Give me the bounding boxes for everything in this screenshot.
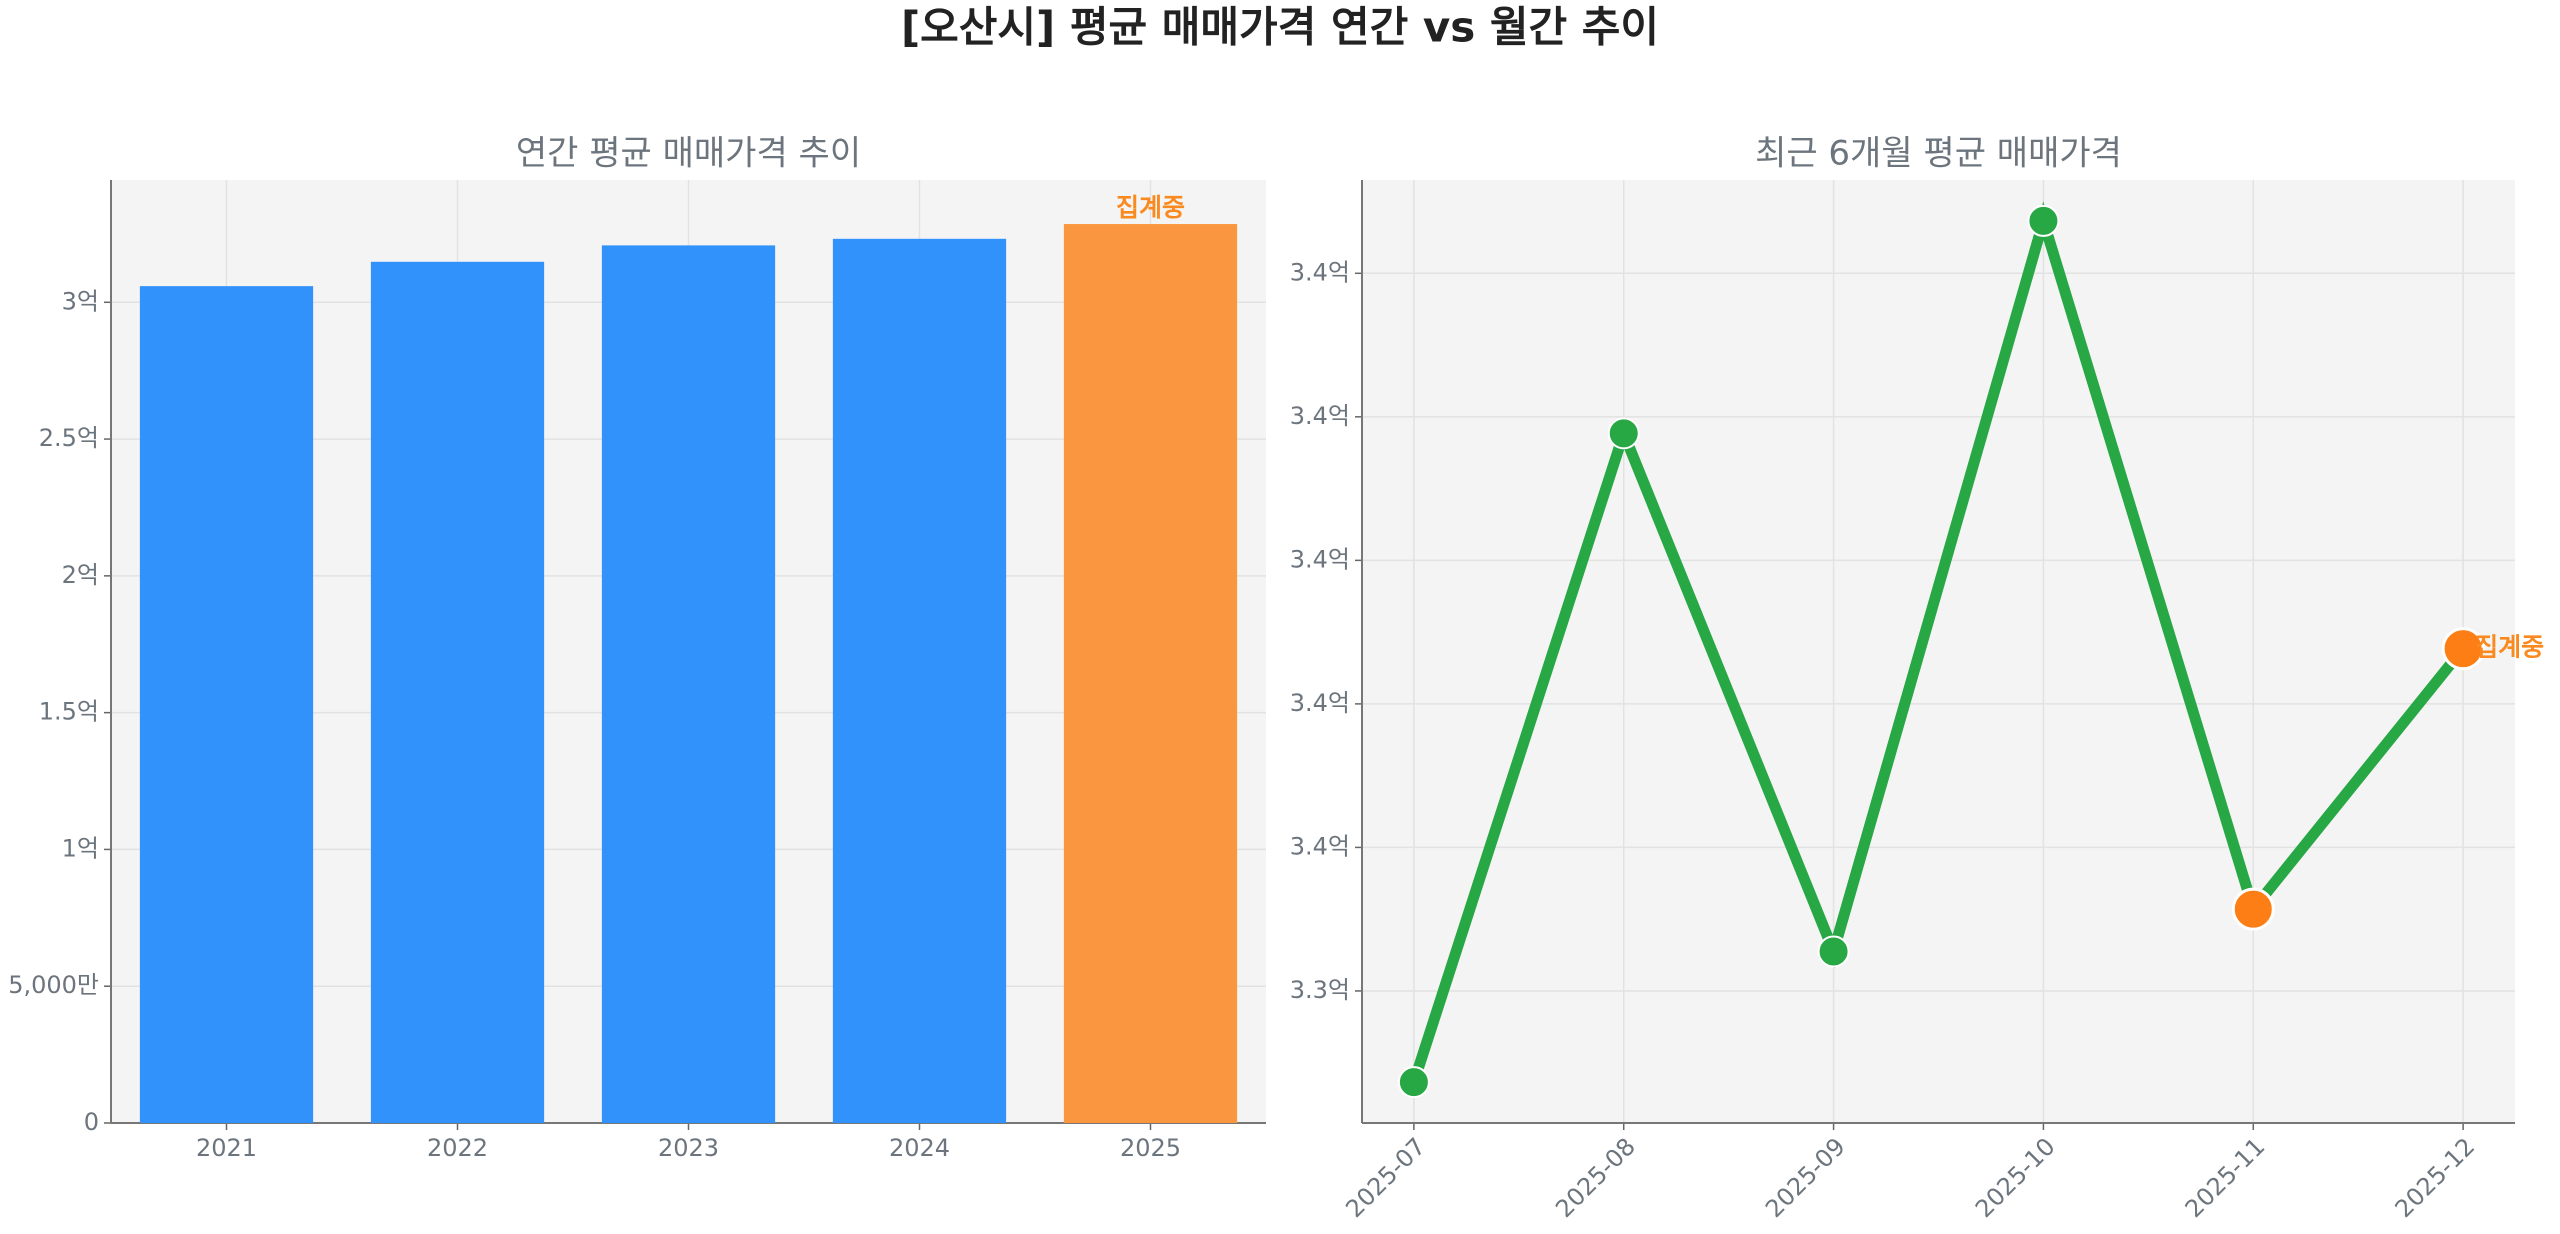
line bbox=[1408, 201, 2468, 1084]
marker bbox=[1607, 417, 1640, 450]
y-tick-label: 0 bbox=[84, 1108, 99, 1136]
x-tick-label: 2021 bbox=[196, 1134, 257, 1162]
y-tick-label: 3.4억 bbox=[1290, 545, 1350, 573]
x-tick-label: 2025-11 bbox=[2180, 1132, 2271, 1223]
x-tick-label: 2024 bbox=[889, 1134, 950, 1162]
bar bbox=[139, 286, 314, 1123]
x-tick-label: 2025-12 bbox=[2390, 1132, 2481, 1223]
y-tick-label: 1.5억 bbox=[39, 698, 99, 726]
x-tick-label: 2025-08 bbox=[1550, 1132, 1641, 1223]
x-tick-label: 2025-07 bbox=[1340, 1132, 1431, 1223]
annotation: 집계중 bbox=[2475, 633, 2544, 662]
x-tick-label: 2023 bbox=[658, 1134, 719, 1162]
y-tick-label: 1억 bbox=[62, 834, 99, 862]
marker bbox=[1397, 1066, 1430, 1099]
x-tick-label: 2025-09 bbox=[1760, 1132, 1851, 1223]
marker bbox=[1817, 935, 1850, 968]
marker bbox=[2027, 204, 2060, 237]
chart-title: 최근 6개월 평균 매매가격 bbox=[1755, 134, 2122, 174]
y-tick-label: 3.4억 bbox=[1290, 402, 1350, 430]
figure-title: [오산시] 평균 매매가격 연간 vs 월간 추이 bbox=[901, 3, 1659, 52]
marker bbox=[2231, 887, 2275, 931]
y-tick-label: 2억 bbox=[62, 561, 99, 589]
marker bbox=[2441, 627, 2485, 671]
chart-title: 연간 평균 매매가격 추이 bbox=[516, 134, 861, 174]
bar bbox=[1063, 224, 1238, 1123]
x-tick-label: 2025 bbox=[1120, 1134, 1181, 1162]
y-tick-label: 3.4억 bbox=[1290, 258, 1350, 286]
annotation: 집계중 bbox=[1116, 193, 1185, 222]
y-tick-label: 3.4억 bbox=[1290, 832, 1350, 860]
y-tick-label: 5,000만 bbox=[8, 971, 99, 999]
y-tick-label: 3.4억 bbox=[1290, 689, 1350, 717]
plot-area bbox=[1362, 180, 2515, 1123]
y-tick-label: 3억 bbox=[62, 287, 99, 315]
y-tick-label: 2.5억 bbox=[39, 424, 99, 452]
bar bbox=[370, 261, 545, 1123]
bar bbox=[832, 238, 1007, 1123]
bar bbox=[601, 245, 776, 1123]
x-tick-label: 2022 bbox=[427, 1134, 488, 1162]
x-tick-label: 2025-10 bbox=[1970, 1132, 2061, 1223]
y-tick-label: 3.3억 bbox=[1290, 976, 1350, 1004]
